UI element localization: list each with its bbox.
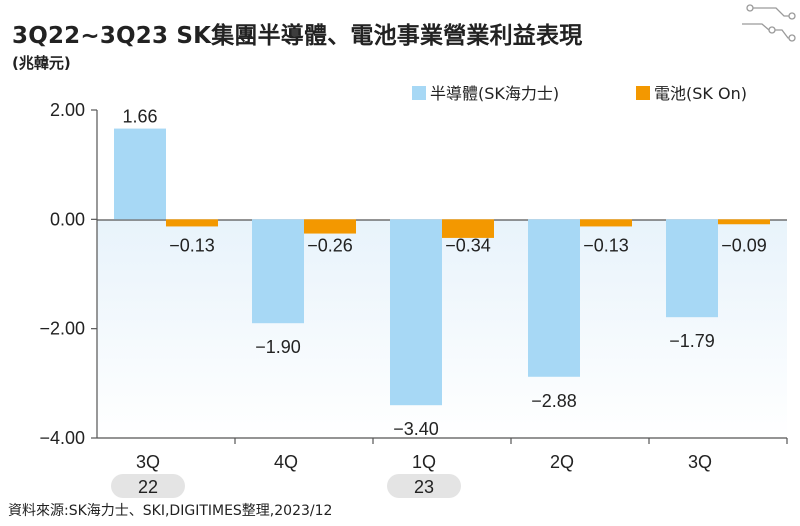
bar-battery-4: [718, 219, 770, 225]
bar-battery-0: [166, 219, 218, 227]
data-label: −0.09: [721, 235, 767, 255]
legend-swatch: [412, 86, 426, 100]
data-label: −1.79: [669, 331, 715, 351]
data-label: −3.40: [393, 419, 439, 439]
unit-label: (兆韓元): [12, 54, 71, 72]
circuit-decoration-icon: [742, 4, 796, 42]
y-ticks: 2.00 0.00 −2.00 −4.00: [39, 100, 97, 448]
legend-label: 半導體(SK海力士): [430, 84, 559, 103]
year-pill: [387, 474, 461, 498]
x-tick-label: 3Q: [688, 452, 712, 472]
legend-label: 電池(SK On): [654, 84, 747, 103]
year-pill: [111, 474, 185, 498]
bar-semiconductor-0: [114, 128, 166, 220]
bars: [114, 128, 770, 406]
year-label: 23: [414, 477, 434, 497]
y-tick-label: −2.00: [39, 319, 85, 339]
x-tick-label: 2Q: [550, 452, 574, 472]
year-label: 22: [138, 477, 158, 497]
data-label: 1.66: [122, 107, 157, 127]
x-tick-label: 3Q: [136, 452, 160, 472]
bar-chart: 2.00 0.00 −2.00 −4.00 1.66 −1.90 −3.40 −2.88 −1…: [39, 84, 788, 498]
x-tick-label: 4Q: [274, 452, 298, 472]
bar-battery-3: [580, 219, 632, 227]
data-label: −0.34: [445, 235, 491, 255]
bar-battery-1: [304, 219, 356, 234]
data-label: −0.26: [307, 235, 353, 255]
source-note: 資料來源:SK海力士、SKI,DIGITIMES整理,2023/12: [8, 503, 333, 519]
bar-battery-2: [442, 219, 494, 238]
legend-swatch: [636, 86, 650, 100]
data-label: −2.88: [531, 391, 577, 411]
legend: 半導體(SK海力士) 電池(SK On): [412, 84, 747, 103]
bar-semiconductor-4: [666, 219, 718, 318]
y-tick-label: −4.00: [39, 428, 85, 448]
bar-semiconductor-3: [528, 219, 580, 377]
bar-semiconductor-2: [390, 219, 442, 406]
y-tick-label: 0.00: [50, 209, 85, 229]
x-tick-labels: 3Q 4Q 1Q 2Q 3Q 22 23: [111, 438, 788, 498]
chart-title: 3Q22~3Q23 SK集團半導體、電池事業營業利益表現: [12, 23, 583, 49]
x-tick-label: 1Q: [412, 452, 436, 472]
y-tick-label: 2.00: [50, 100, 85, 120]
data-label: −1.90: [255, 337, 301, 357]
data-label: −0.13: [583, 235, 629, 255]
data-label: −0.13: [169, 235, 215, 255]
bar-semiconductor-1: [252, 219, 304, 324]
data-labels: 1.66 −1.90 −3.40 −2.88 −1.79 −0.13 −0.26 −0.34 −…: [122, 107, 766, 440]
